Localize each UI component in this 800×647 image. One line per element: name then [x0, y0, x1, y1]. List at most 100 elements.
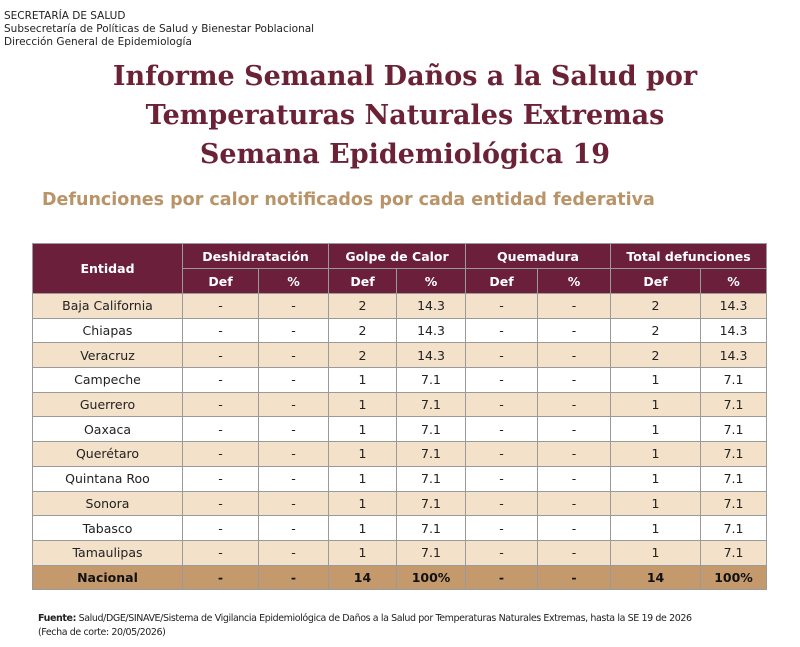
cell: - [465, 342, 538, 369]
cell: Baja California [32, 293, 183, 319]
cell: - [258, 293, 329, 319]
cell: - [536, 490, 612, 517]
cell: Tabasco [32, 515, 183, 541]
cell: 1 [610, 441, 702, 467]
cell: - [182, 515, 259, 541]
cell: 1 [328, 539, 397, 566]
cell: Chiapas [32, 317, 183, 344]
cell: 14.3 [700, 317, 768, 344]
data-row: Campeche - -1 7.1- -1 7.1 [32, 367, 768, 393]
cell: 7.1 [396, 515, 466, 541]
data-row: Sonora - -1 7.1- -1 7.1 [32, 490, 768, 517]
cell: - [258, 342, 329, 369]
cell: - [258, 441, 329, 467]
cell: 1 [610, 391, 702, 418]
subheader-cell: % [700, 268, 768, 294]
cell: 2 [610, 342, 702, 369]
total-cell: Nacional [32, 564, 183, 591]
header-line: Subsecretaría de Políticas de Salud y Bi… [4, 23, 315, 35]
total-cell: - [258, 564, 329, 591]
subheader-row: Def% Def% Def% Def% [33, 268, 768, 294]
group-header: Golpe de Calor [328, 243, 466, 269]
total-row: Nacional - -14 100% - -14 100% [32, 564, 768, 591]
cell: - [465, 416, 538, 443]
cell: 14.3 [396, 342, 466, 369]
cell: 7.1 [700, 539, 768, 566]
cell: - [182, 441, 259, 467]
cell: 1 [328, 490, 397, 517]
cell: 1 [610, 539, 702, 566]
cell: 7.1 [700, 465, 768, 492]
subheader-cell: % [258, 268, 329, 294]
cell: Quintana Roo [32, 465, 183, 492]
cell: 7.1 [700, 441, 768, 467]
cell: 7.1 [700, 490, 768, 517]
cell: - [536, 293, 612, 319]
title-line: Semana Epidemiológica 19 [199, 139, 611, 170]
cell: Veracruz [32, 342, 183, 369]
cell: - [465, 367, 538, 393]
title-line: Temperaturas Naturales Extremas [145, 100, 665, 131]
cell: - [465, 515, 538, 541]
cell: 14.3 [700, 293, 768, 319]
cell: 1 [610, 416, 702, 443]
cell: 2 [328, 317, 397, 344]
subheader-cell: Def [610, 268, 702, 294]
cell: Campeche [32, 367, 183, 393]
group-header: Deshidratación [182, 243, 329, 269]
total-cell: - [465, 564, 538, 591]
footnote-cutoff: (Fecha de corte: 20/05/2026) [38, 627, 166, 638]
data-row: Tabasco - -1 7.1- -1 7.1 [32, 515, 768, 541]
data-row: Tamaulipas - -1 7.1- -1 7.1 [32, 539, 768, 566]
cell: 7.1 [396, 441, 466, 467]
subheader-cell: Def [465, 268, 538, 294]
cell: 14.3 [396, 293, 466, 319]
cell: - [465, 490, 538, 517]
cell: - [182, 293, 259, 319]
cell: - [258, 367, 329, 393]
cell: - [465, 441, 538, 467]
cell: Guerrero [32, 391, 183, 418]
cell: 2 [610, 317, 702, 344]
cell: 7.1 [700, 515, 768, 541]
source-label: Fuente: [38, 613, 76, 624]
cell: 1 [610, 465, 702, 492]
cell: - [536, 391, 612, 418]
cell: 1 [328, 465, 397, 492]
cell: - [536, 317, 612, 344]
cell: - [465, 293, 538, 319]
cell: 2 [328, 342, 397, 369]
cell: - [465, 539, 538, 566]
cell: 7.1 [396, 367, 466, 393]
title-line: Informe Semanal Daños a la Salud por [112, 61, 698, 92]
cell: 1 [328, 515, 397, 541]
data-row: Veracruz - -2 14.3- -2 14.3 [32, 342, 768, 369]
subtitle: Defunciones por calor notificados por ca… [42, 190, 655, 210]
source-text: Salud/DGE/SINAVE/Sistema de Vigilancia E… [75, 613, 692, 624]
cell: - [258, 490, 329, 517]
cell: - [182, 342, 259, 369]
cell: - [465, 317, 538, 344]
cell: - [536, 515, 612, 541]
cell: 7.1 [396, 416, 466, 443]
cell: - [465, 391, 538, 418]
cell: 7.1 [700, 416, 768, 443]
cell: - [182, 490, 259, 517]
cell: - [258, 515, 329, 541]
header-row: Entidad Deshidratación Golpe de Calor Quema… [32, 243, 768, 294]
cell: - [182, 539, 259, 566]
header-line: Dirección General de Epidemiología [4, 36, 192, 48]
total-cell: 100% [700, 564, 768, 591]
cell: - [182, 317, 259, 344]
cell: 1 [610, 515, 702, 541]
data-row: Baja California - -2 14.3- -2 14.3 [32, 293, 768, 319]
total-cell: - [182, 564, 259, 591]
cell: - [536, 367, 612, 393]
cell: - [258, 416, 329, 443]
total-cell: - [536, 564, 612, 591]
total-cell: 14 [328, 564, 397, 591]
data-row: Oaxaca - -1 7.1- -1 7.1 [32, 416, 768, 443]
cell: 1 [328, 416, 397, 443]
footnote: Fuente: Salud/DGE/SINAVE/Sistema de Vigi… [38, 613, 692, 624]
